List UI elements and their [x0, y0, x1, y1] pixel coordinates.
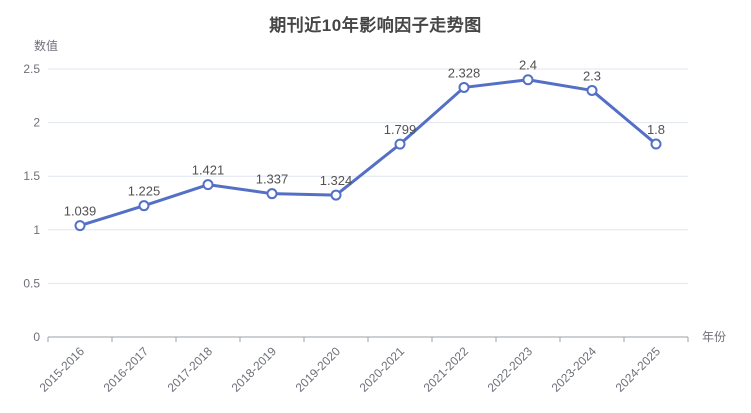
x-axis-category-label: 2021-2022: [421, 344, 472, 395]
data-point-label: 1.337: [256, 172, 289, 187]
data-point-marker[interactable]: [458, 81, 470, 93]
y-axis-tick-label: 1.5: [23, 169, 40, 183]
data-point-marker[interactable]: [202, 179, 214, 191]
chart-title: 期刊近10年影响因子走势图: [269, 16, 482, 35]
data-point-marker[interactable]: [650, 138, 662, 150]
x-axis-category-label: 2018-2019: [229, 344, 280, 395]
x-axis-category-label: 2020-2021: [357, 344, 408, 395]
x-axis-category-label: 2016-2017: [101, 344, 152, 395]
y-axis-tick-label: 2.5: [23, 62, 40, 76]
data-point-marker[interactable]: [266, 188, 278, 200]
data-point-label: 1.225: [128, 184, 161, 199]
data-point-marker[interactable]: [586, 84, 598, 96]
y-axis-tick-label: 2: [33, 116, 40, 130]
data-point-marker[interactable]: [330, 189, 342, 201]
data-point-label: 1.8: [647, 122, 665, 137]
data-point-label: 1.324: [320, 173, 353, 188]
data-point-marker[interactable]: [394, 138, 406, 150]
y-axis-tick-label: 0: [33, 330, 40, 344]
data-point-label: 2.3: [583, 68, 601, 83]
data-point-label: 1.039: [64, 204, 97, 219]
x-axis-category-label: 2022-2023: [485, 344, 536, 395]
data-point-marker[interactable]: [522, 74, 534, 86]
x-axis-category-label: 2019-2020: [293, 344, 344, 395]
x-axis-category-label: 2017-2018: [165, 344, 216, 395]
data-point-marker[interactable]: [138, 200, 150, 212]
y-axis-tick-label: 1: [33, 223, 40, 237]
data-point-marker[interactable]: [74, 220, 86, 232]
trend-line: [78, 78, 658, 228]
y-axis-tick-label: 0.5: [23, 276, 40, 290]
data-point-label: 2.328: [448, 65, 481, 80]
data-point-label: 1.799: [384, 122, 417, 137]
x-axis-category-label: 2015-2016: [37, 344, 88, 395]
data-point-label: 1.421: [192, 163, 225, 178]
data-point-label: 2.4: [519, 58, 537, 73]
x-axis-category-label: 2024-2025: [613, 344, 664, 395]
x-axis-category-label: 2023-2024: [549, 344, 600, 395]
x-axis-title: 年份: [702, 330, 726, 344]
y-axis-title: 数值: [34, 38, 58, 53]
